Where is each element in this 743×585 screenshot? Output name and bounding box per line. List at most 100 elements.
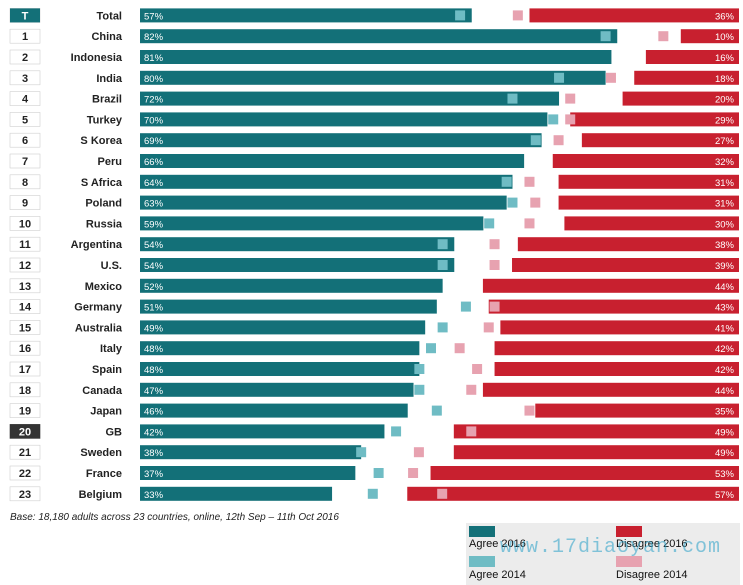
- disagree-2016-bar-belgium: [407, 486, 739, 501]
- rank-label-s-korea: 6: [22, 135, 28, 147]
- country-label-s-africa: S Africa: [81, 177, 123, 189]
- agree-2016-value-australia: 49%: [144, 323, 164, 334]
- country-label-gb: GB: [106, 426, 123, 438]
- legend-swatch-agree-2016: [469, 526, 495, 537]
- agree-2016-bar-spain: [140, 362, 420, 376]
- rank-label-canada: 18: [19, 385, 31, 397]
- rank-badge-italy: [9, 340, 41, 356]
- rank-badge-canada: [9, 382, 41, 398]
- diverging-bar-chart: T Total 57% 36% 1 China 82% 10% 2 Indonesia 81% 16%…: [9, 8, 739, 502]
- agree-2014-marker-canada: [414, 384, 425, 395]
- agree-2016-bar-peru: [140, 154, 525, 168]
- country-label-australia: Australia: [75, 322, 123, 334]
- agree-2016-bar-australia: [140, 320, 426, 335]
- rank-badge-china: [9, 28, 41, 44]
- disagree-2016-value-peru: 32%: [715, 157, 735, 168]
- agree-2016-value-brazil: 72%: [144, 95, 164, 106]
- disagree-2016-bar-japan: [535, 403, 739, 418]
- disagree-2016-value-japan: 35%: [715, 407, 735, 418]
- watermark: www.17diaoyan.com: [500, 536, 722, 559]
- rank-label-indonesia: 2: [22, 52, 28, 64]
- legend-swatch-disagree-2016: [616, 526, 642, 537]
- rank-badge-russia: [9, 216, 41, 231]
- agree-2016-value-japan: 46%: [144, 407, 164, 418]
- country-label-italy: Italy: [100, 343, 123, 355]
- rank-label-australia: 15: [19, 322, 31, 334]
- agree-2016-value-argentina: 54%: [144, 240, 164, 251]
- country-label-s-korea: S Korea: [80, 135, 122, 147]
- rank-label-india: 3: [22, 73, 28, 85]
- disagree-2014-marker-italy: [454, 343, 465, 354]
- agree-2016-value-sweden: 38%: [144, 448, 164, 459]
- rank-badge-s-korea: [9, 132, 41, 148]
- rank-badge-mexico: [9, 278, 41, 294]
- agree-2016-value-s-africa: 64%: [144, 178, 164, 189]
- agree-2014-marker-france: [373, 468, 384, 478]
- rank-label-peru: 7: [22, 156, 28, 168]
- agree-2016-bar-russia: [140, 216, 484, 231]
- agree-2016-bar-turkey: [140, 112, 548, 127]
- agree-2014-marker-turkey: [548, 114, 559, 125]
- disagree-2014-marker-india: [605, 72, 616, 83]
- disagree-2016-value-australia: 41%: [715, 323, 735, 334]
- agree-2014-marker-australia: [437, 322, 448, 333]
- disagree-2014-marker-u-s-: [489, 260, 500, 270]
- agree-2016-bar-italy: [140, 341, 420, 356]
- rank-badge-brazil: [9, 91, 41, 106]
- disagree-2016-value-belgium: 57%: [715, 490, 735, 501]
- disagree-2016-value-s-korea: 27%: [715, 136, 735, 147]
- disagree-2016-bar-peru: [552, 154, 739, 168]
- disagree-2016-value-mexico: 44%: [715, 282, 735, 293]
- disagree-2014-marker-total: [512, 10, 523, 21]
- agree-2014-marker-s-africa: [501, 176, 512, 187]
- disagree-2016-value-sweden: 49%: [715, 448, 735, 459]
- disagree-2016-value-spain: 42%: [715, 365, 735, 376]
- country-label-spain: Spain: [92, 364, 122, 376]
- country-label-belgium: Belgium: [79, 489, 123, 501]
- country-label-india: India: [96, 73, 123, 85]
- disagree-2016-value-india: 18%: [715, 74, 735, 85]
- agree-2014-marker-poland: [507, 197, 518, 208]
- disagree-2016-value-indonesia: 16%: [715, 53, 735, 64]
- rank-label-poland: 9: [22, 198, 28, 210]
- disagree-2016-bar-argentina: [517, 237, 739, 252]
- agree-2014-marker-gb: [391, 426, 402, 437]
- disagree-2016-value-italy: 42%: [715, 344, 735, 355]
- rank-badge-belgium: [9, 486, 41, 502]
- rank-badge-france: [9, 465, 41, 481]
- agree-2016-bar-canada: [140, 382, 414, 397]
- agree-2014-marker-russia: [484, 218, 495, 229]
- rank-badge-spain: [9, 361, 41, 377]
- disagree-2016-value-s-africa: 31%: [715, 178, 735, 189]
- country-label-poland: Poland: [85, 198, 122, 210]
- disagree-2016-bar-total: [529, 8, 739, 23]
- agree-2016-value-peru: 66%: [144, 157, 164, 168]
- disagree-2016-bar-spain: [494, 362, 739, 376]
- disagree-2016-bar-gb: [453, 424, 739, 439]
- rank-badge-turkey: [9, 112, 41, 127]
- rank-badge-argentina: [9, 236, 41, 252]
- agree-2014-marker-s-korea: [530, 135, 541, 146]
- agree-2014-marker-sweden: [356, 447, 367, 458]
- disagree-2014-marker-argentina: [489, 239, 500, 250]
- disagree-2014-marker-brazil: [565, 93, 576, 104]
- legend-label-disagree-2016: Disagree 2016: [616, 538, 688, 550]
- disagree-2014-marker-china: [658, 31, 669, 42]
- rank-label-japan: 19: [19, 406, 31, 418]
- disagree-2016-bar-u-s-: [512, 258, 739, 272]
- agree-2014-marker-belgium: [367, 488, 378, 499]
- disagree-2016-value-france: 53%: [715, 469, 735, 480]
- agree-2016-bar-argentina: [140, 237, 455, 252]
- disagree-2016-bar-s-africa: [558, 174, 739, 189]
- country-label-argentina: Argentina: [71, 239, 123, 251]
- agree-2014-marker-japan: [431, 405, 442, 416]
- rank-badge-peru: [9, 153, 41, 169]
- agree-2014-marker-argentina: [437, 239, 448, 250]
- disagree-2014-marker-australia: [483, 322, 494, 333]
- country-label-mexico: Mexico: [85, 281, 123, 293]
- disagree-2016-value-u-s-: 39%: [715, 261, 735, 272]
- legend-label-agree-2014: Agree 2014: [469, 569, 526, 581]
- rank-label-russia: 10: [19, 218, 31, 230]
- country-label-russia: Russia: [86, 218, 123, 230]
- agree-2016-value-turkey: 70%: [144, 115, 164, 126]
